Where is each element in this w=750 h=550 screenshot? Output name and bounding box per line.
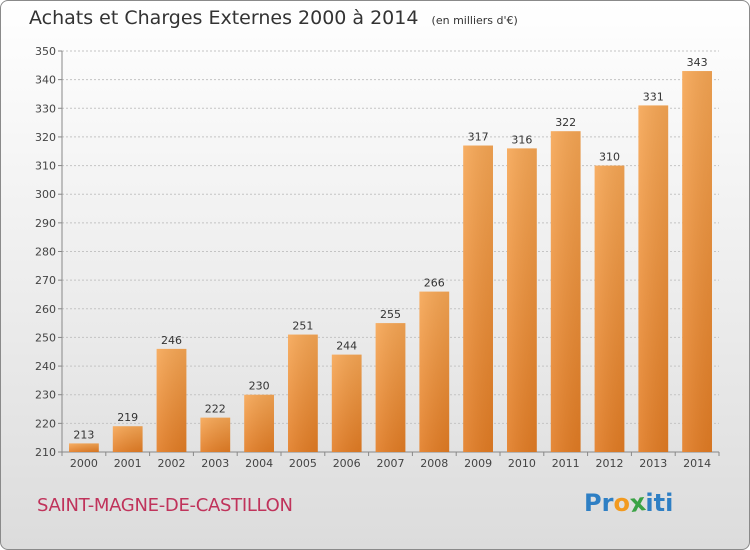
bar-shade (156, 348, 187, 452)
bar-shade (331, 354, 362, 452)
x-tick-label: 2013 (639, 457, 667, 470)
bar-value-label: 219 (117, 411, 138, 424)
x-tick-label: 2012 (596, 457, 624, 470)
bar-shade (244, 394, 274, 452)
bar-value-label: 246 (161, 334, 182, 347)
y-tick-label: 300 (35, 188, 56, 201)
bar-shade (375, 323, 406, 452)
bar-shade (419, 291, 450, 452)
y-tick-label: 230 (35, 389, 56, 402)
y-tick-label: 210 (35, 446, 56, 459)
bar-shade (594, 165, 625, 453)
chart-title-main: Achats et Charges Externes 2000 à 2014 (29, 7, 419, 29)
proxiti-logo: Proxiti (584, 488, 674, 518)
y-tick-label: 220 (35, 417, 56, 430)
place-name: SAINT-MAGNE-DE-CASTILLON (37, 495, 293, 516)
bar-value-label: 255 (380, 308, 401, 321)
chart-title-unit: (en milliers d'€) (431, 14, 518, 27)
bar-value-label: 213 (73, 428, 94, 441)
y-tick-label: 240 (35, 360, 56, 373)
logo-letter: P (584, 489, 602, 517)
bar-value-label: 244 (336, 340, 357, 353)
y-tick-label: 320 (35, 131, 56, 144)
bar-value-label: 230 (249, 380, 270, 393)
bar-shade (69, 443, 99, 452)
x-tick-label: 2005 (289, 457, 317, 470)
bar-shade (288, 334, 318, 452)
bar-value-label: 316 (511, 133, 532, 146)
logo-letter: o (613, 489, 630, 517)
chart-title: Achats et Charges Externes 2000 à 2014 (… (29, 7, 518, 29)
logo-letter: t (653, 489, 666, 517)
logo-letter: i (645, 489, 654, 517)
y-tick-label: 330 (35, 102, 56, 115)
x-tick-label: 2004 (245, 457, 273, 470)
bar-shade (682, 71, 712, 453)
bar-value-label: 222 (205, 403, 226, 416)
bar-shade (463, 145, 493, 452)
y-tick-label: 280 (35, 246, 56, 259)
y-axis-ticks: 210 220 230 240 250 260 270 280 290 300 310 320 330 3… (35, 45, 56, 459)
y-tick-label: 270 (35, 274, 56, 287)
bars-group: 213 219 246 222 230 251 244 255 266 317 316 322 310 3… (69, 56, 712, 453)
bar-value-label: 322 (555, 116, 576, 129)
x-tick-label: 2003 (201, 457, 229, 470)
y-tick-label: 340 (35, 74, 56, 87)
bar-shade (112, 426, 143, 452)
bar-shade (200, 417, 231, 452)
x-tick-label: 2006 (333, 457, 361, 470)
y-tick-label: 310 (35, 160, 56, 173)
bar-value-label: 310 (599, 151, 620, 164)
bar-shade (507, 148, 537, 452)
bar-value-label: 266 (424, 277, 445, 290)
logo-letter: x (628, 488, 648, 518)
x-tick-label: 2000 (70, 457, 98, 470)
x-axis-ticks: 2000 2001 2002 2003 2004 2005 2006 2007 2008 2009… (61, 452, 720, 470)
y-tick-label: 350 (35, 45, 56, 58)
bar-value-label: 251 (292, 320, 313, 333)
bar-value-label: 331 (643, 90, 664, 103)
x-tick-label: 2002 (158, 457, 186, 470)
y-tick-label: 260 (35, 303, 56, 316)
logo-letter: r (601, 489, 614, 517)
x-tick-label: 2014 (683, 457, 711, 470)
logo-letter: i (665, 489, 674, 517)
bar-value-label: 317 (468, 131, 489, 144)
x-tick-label: 2007 (377, 457, 405, 470)
bar-shade (550, 131, 581, 452)
bar-value-label: 343 (687, 56, 708, 69)
x-tick-label: 2010 (508, 457, 536, 470)
x-tick-label: 2001 (114, 457, 142, 470)
x-tick-label: 2011 (552, 457, 580, 470)
bar-shade (638, 105, 669, 453)
y-tick-label: 290 (35, 217, 56, 230)
y-tick-label: 250 (35, 331, 56, 344)
x-tick-label: 2008 (420, 457, 448, 470)
x-tick-label: 2009 (464, 457, 492, 470)
